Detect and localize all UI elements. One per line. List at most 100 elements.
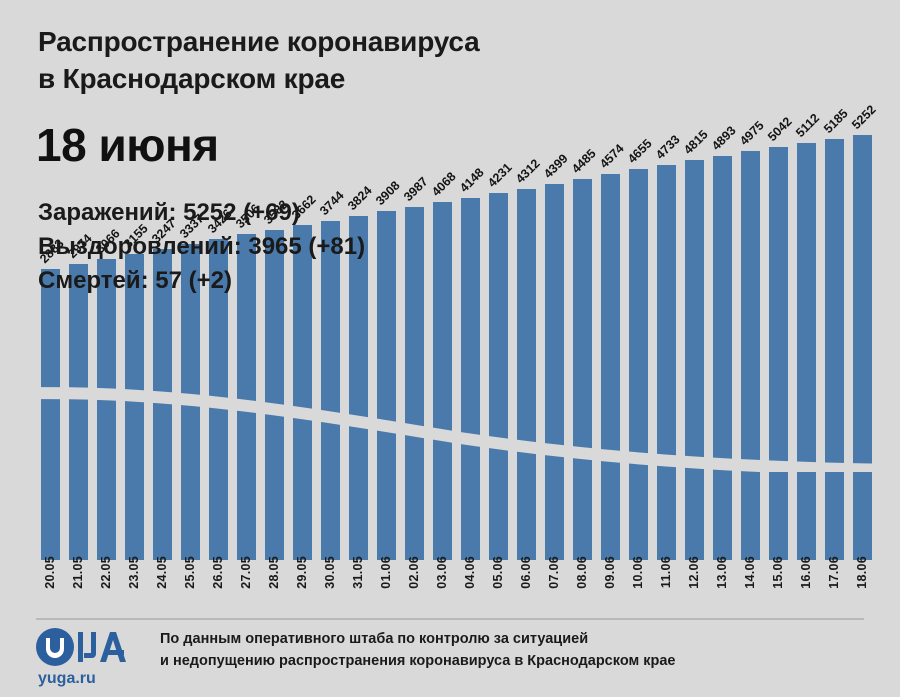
x-axis-tick: 25.05 xyxy=(176,556,204,616)
bar-value-label: 4733 xyxy=(653,132,683,162)
x-axis-tick: 15.06 xyxy=(764,556,792,616)
x-axis-tick-label: 26.05 xyxy=(211,556,225,589)
x-axis-tick: 14.06 xyxy=(736,556,764,616)
bar-value-label: 4975 xyxy=(737,118,767,149)
x-axis-labels: 20.05 21.05 22.05 23.05 24.05 25.05 26.05 27.05… xyxy=(36,556,876,616)
x-axis-tick-label: 11.06 xyxy=(659,556,673,589)
bar: 5112 xyxy=(793,111,822,560)
logo: yuga.ru xyxy=(36,626,146,688)
x-axis-tick-label: 14.06 xyxy=(743,556,757,589)
stats-block: Заражений: 5252 (+69) Выздоровлений: 396… xyxy=(38,196,598,298)
page-title: Распространение коронавируса в Краснодар… xyxy=(38,24,678,98)
x-axis-tick: 21.05 xyxy=(64,556,92,616)
bar: 5252 xyxy=(849,103,879,560)
x-axis-tick: 02.06 xyxy=(400,556,428,616)
source-line-2: и недопущению распространения коронавиру… xyxy=(160,653,676,670)
source-note: По данным оперативного штаба по контролю… xyxy=(160,628,860,673)
x-axis-tick-label: 10.06 xyxy=(631,556,645,589)
chart-area: 2883 2974 3066 3155 3247 3337 3426 3506 3582 3662… xyxy=(37,0,879,560)
stat-deaths: Смертей: 57 (+2) xyxy=(38,267,233,295)
x-axis-tick-label: 06.06 xyxy=(519,556,533,589)
bar-value-label: 4231 xyxy=(485,160,515,191)
x-axis-tick: 28.05 xyxy=(260,556,288,616)
x-axis-tick: 26.05 xyxy=(204,556,232,616)
bar-value-label: 5252 xyxy=(849,102,879,133)
x-axis-tick: 11.06 xyxy=(652,556,680,616)
x-axis-tick: 06.06 xyxy=(512,556,540,616)
bar-column: 4893 xyxy=(708,0,739,560)
bar-column: 5042 xyxy=(764,0,795,560)
bar-value-label: 4399 xyxy=(541,151,571,181)
bar-column: 4975 xyxy=(736,0,767,560)
x-axis-tick-label: 02.06 xyxy=(407,556,421,589)
x-axis-tick-label: 15.06 xyxy=(771,556,785,589)
bar: 4893 xyxy=(709,123,739,560)
x-axis-tick-label: 23.05 xyxy=(127,556,141,589)
x-axis-tick-label: 29.05 xyxy=(295,556,309,589)
x-axis-tick-label: 27.05 xyxy=(239,556,253,589)
x-axis-tick-label: 07.06 xyxy=(547,556,561,589)
bar-column: 3908 xyxy=(372,0,403,560)
bar-value-label: 5042 xyxy=(765,114,795,145)
x-axis-tick: 29.05 xyxy=(288,556,316,616)
bar: 4975 xyxy=(737,119,767,560)
x-axis-tick-label: 12.06 xyxy=(687,556,701,589)
bar-value-label: 4312 xyxy=(513,155,543,186)
x-axis-tick-label: 17.06 xyxy=(827,556,841,589)
bar: 2974 xyxy=(65,232,95,560)
bar-column: 4815 xyxy=(680,0,711,560)
bar-value-label: 5185 xyxy=(821,106,851,137)
x-axis-tick: 22.05 xyxy=(92,556,120,616)
x-axis-tick: 18.06 xyxy=(848,556,876,616)
x-axis-tick-label: 30.05 xyxy=(323,556,337,589)
bar-value-label: 4815 xyxy=(681,127,711,158)
x-axis-tick: 01.06 xyxy=(372,556,400,616)
bar-value-label: 4068 xyxy=(429,169,459,200)
x-axis-tick: 13.06 xyxy=(708,556,736,616)
date-heading: 18 июня xyxy=(36,119,219,171)
x-axis-tick: 20.05 xyxy=(36,556,64,616)
bar: 4574 xyxy=(597,141,627,560)
x-axis-tick: 03.06 xyxy=(428,556,456,616)
bar-column: 5185 xyxy=(820,0,851,560)
x-axis-tick-label: 04.06 xyxy=(463,556,477,589)
x-axis-tick-label: 24.05 xyxy=(155,556,169,589)
bar: 4655 xyxy=(625,137,655,560)
x-axis-tick: 17.06 xyxy=(820,556,848,616)
x-axis-tick: 05.06 xyxy=(484,556,512,616)
x-axis-tick: 07.06 xyxy=(540,556,568,616)
bar-value-label: 4893 xyxy=(709,123,739,153)
x-axis-tick: 30.05 xyxy=(316,556,344,616)
title-line-2: в Краснодарском крае xyxy=(38,62,346,94)
x-axis-tick: 09.06 xyxy=(596,556,624,616)
bar: 4733 xyxy=(653,132,683,560)
x-axis-tick-label: 08.06 xyxy=(575,556,589,589)
bar: 3908 xyxy=(373,179,403,560)
source-line-1: По данным оперативного штаба по контролю… xyxy=(160,631,589,647)
yuga-logo-icon xyxy=(36,628,126,666)
bar: 3155 xyxy=(121,221,151,560)
bar-value-label: 4574 xyxy=(597,141,627,171)
x-axis-tick-label: 16.06 xyxy=(799,556,813,589)
x-axis-tick: 10.06 xyxy=(624,556,652,616)
x-axis-tick-label: 22.05 xyxy=(99,556,113,589)
bar-value-label: 4485 xyxy=(569,146,599,176)
x-axis-tick-label: 20.05 xyxy=(43,556,57,589)
site-url[interactable]: yuga.ru xyxy=(38,670,96,687)
stat-infected: Заражений: 5252 (+69) xyxy=(38,199,300,226)
x-axis-tick: 04.06 xyxy=(456,556,484,616)
x-axis-tick: 27.05 xyxy=(232,556,260,616)
x-axis-tick: 12.06 xyxy=(680,556,708,616)
bar: 5042 xyxy=(765,115,795,560)
x-axis-tick: 16.06 xyxy=(792,556,820,616)
bar: 2883 xyxy=(37,237,67,560)
bar: 5185 xyxy=(821,107,851,560)
bar-value-label: 5112 xyxy=(793,111,823,141)
x-axis-tick: 24.05 xyxy=(148,556,176,616)
x-axis-tick-label: 25.05 xyxy=(183,556,197,589)
footer-divider xyxy=(36,618,864,620)
x-axis-tick-label: 03.06 xyxy=(435,556,449,589)
bar-value-label: 4148 xyxy=(457,165,487,195)
x-axis-tick: 08.06 xyxy=(568,556,596,616)
